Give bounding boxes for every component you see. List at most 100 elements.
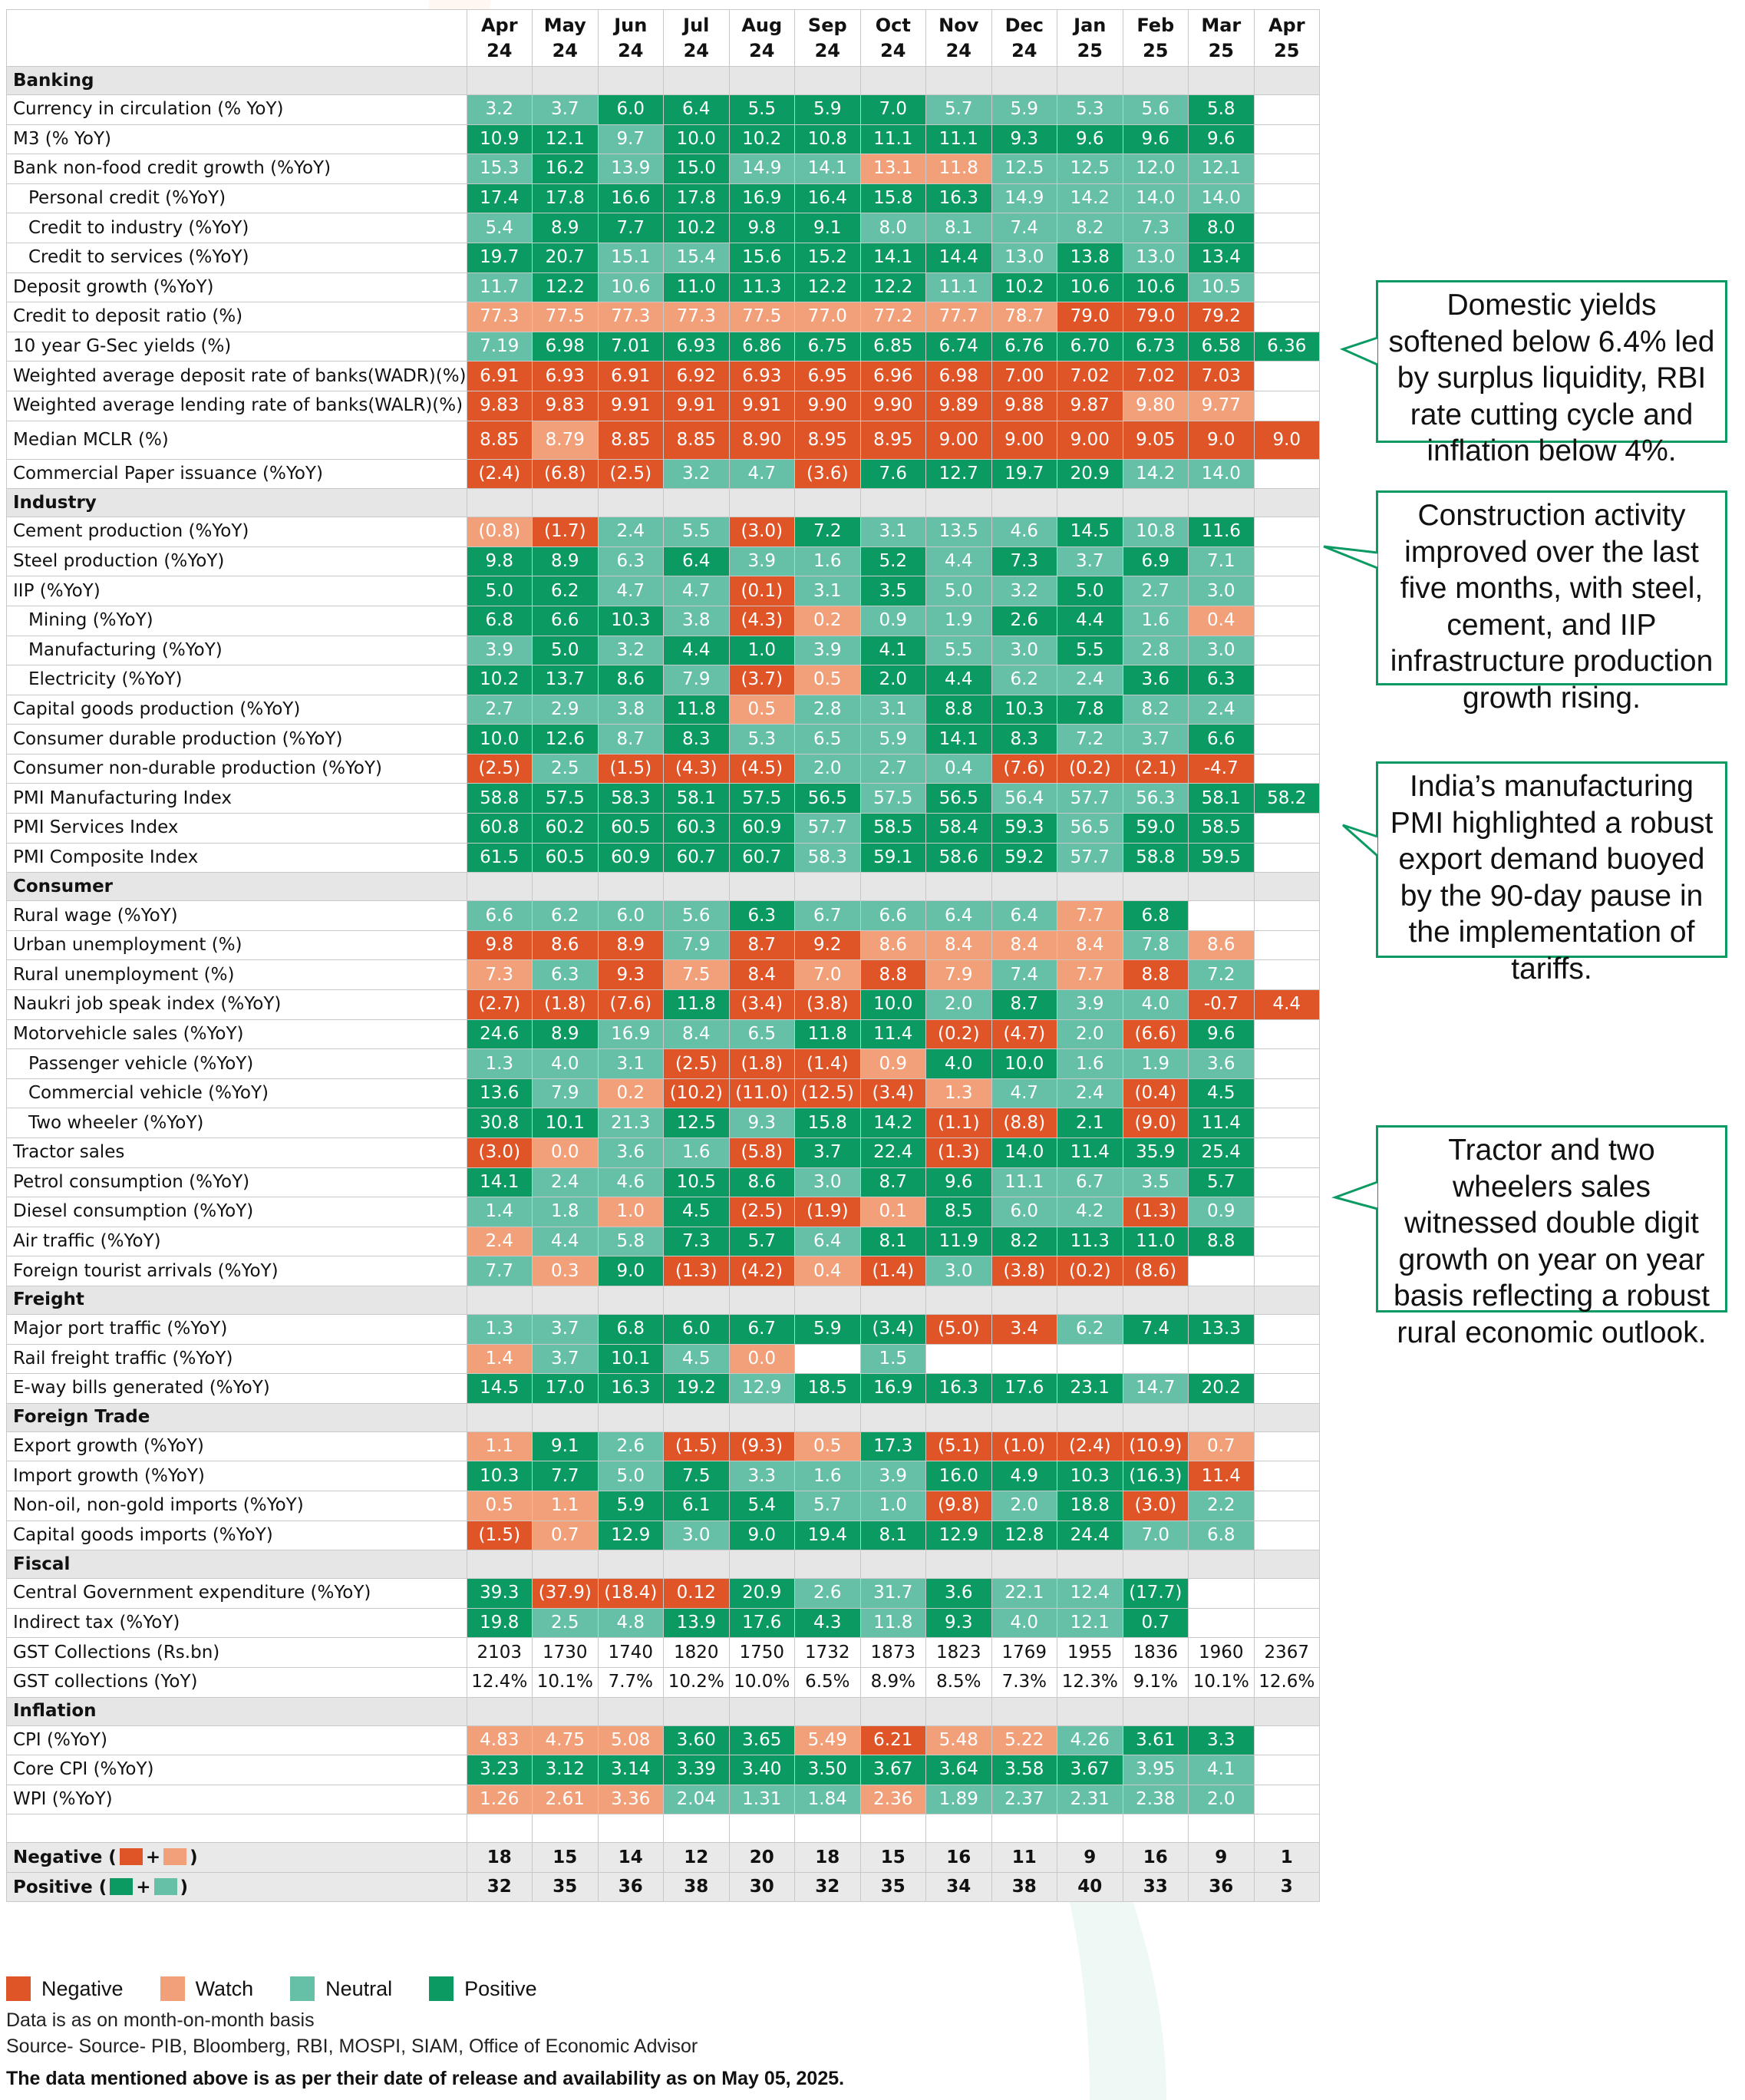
value-cell: 2.4 <box>597 517 665 547</box>
value-cell: 6.4 <box>794 1226 861 1257</box>
value-cell <box>1253 635 1321 666</box>
value-cell <box>1253 1578 1321 1609</box>
value-cell: 7.2 <box>1057 724 1123 754</box>
value-cell <box>1253 1313 1321 1345</box>
section-blank-cell <box>728 488 796 518</box>
value-cell: 7.02 <box>1057 361 1123 391</box>
value-cell: (1.0) <box>991 1431 1058 1462</box>
value-cell: 1955 <box>1057 1637 1123 1668</box>
spacer-cell <box>6 1814 467 1844</box>
section-blank-cell <box>532 488 599 518</box>
value-cell: 7.9 <box>532 1078 599 1109</box>
legend-item: Positive <box>429 1976 537 2001</box>
value-cell <box>1253 1520 1321 1551</box>
value-cell: 3.7 <box>532 1343 599 1375</box>
value-cell: 8.4 <box>925 929 992 961</box>
value-cell <box>1253 183 1321 214</box>
value-cell: 12.7 <box>925 458 992 490</box>
table-row: Deposit growth (%YoY) 11.7 12.2 10.6 11.0 11.… <box>6 272 1321 303</box>
legend-swatch <box>119 1848 143 1866</box>
legend-swatch <box>163 1848 187 1866</box>
value-cell <box>1253 1138 1321 1168</box>
value-cell: 7.9 <box>663 929 730 961</box>
negative-count-cell: 14 <box>597 1842 665 1873</box>
value-cell: 9.00 <box>1057 420 1123 460</box>
value-cell: 13.9 <box>597 154 665 184</box>
value-cell: 8.1 <box>859 1520 927 1551</box>
value-cell: 5.08 <box>597 1725 665 1756</box>
note-source: Source- Source- PIB, Bloomberg, RBI, MOS… <box>6 2036 698 2057</box>
value-cell: 58.8 <box>466 783 533 814</box>
row-label: Capital goods production (%YoY) <box>6 694 467 725</box>
value-cell: 13.9 <box>663 1607 730 1639</box>
section-title: Freight <box>6 1285 467 1315</box>
value-cell: 6.6 <box>466 900 533 931</box>
value-cell: 3.12 <box>532 1755 599 1785</box>
table-row: Median MCLR (%) 8.85 8.79 8.85 8.85 8.90 8.95 8… <box>6 420 1321 460</box>
value-cell: 0.7 <box>1122 1607 1189 1639</box>
value-cell: 9.0 <box>728 1520 796 1551</box>
value-cell: 7.03 <box>1188 361 1255 391</box>
value-cell: 7.0 <box>859 94 927 125</box>
value-cell: 5.0 <box>466 576 533 606</box>
value-cell: (1.7) <box>532 517 599 547</box>
row-label: 10 year G-Sec yields (%) <box>6 331 467 362</box>
value-cell: 6.0 <box>597 900 665 931</box>
row-label: Export growth (%YoY) <box>6 1431 467 1462</box>
value-cell: (3.4) <box>859 1313 927 1345</box>
value-cell: 3.3 <box>728 1461 796 1491</box>
value-cell: (3.6) <box>794 458 861 490</box>
value-cell: (1.4) <box>794 1048 861 1079</box>
value-cell: 7.4 <box>991 959 1058 991</box>
section-blank-cell <box>1253 872 1321 902</box>
value-cell: 8.4 <box>728 959 796 991</box>
value-cell: (2.7) <box>466 989 533 1020</box>
row-label: Steel production (%YoY) <box>6 546 467 577</box>
value-cell: 6.36 <box>1253 331 1321 362</box>
value-cell: (1.5) <box>597 753 665 784</box>
section-blank-cell <box>991 872 1058 902</box>
row-label: Foreign tourist arrivals (%YoY) <box>6 1256 467 1286</box>
value-cell: 6.8 <box>1188 1520 1255 1551</box>
value-cell: 3.5 <box>1122 1167 1189 1198</box>
value-cell: 0.4 <box>794 1256 861 1286</box>
value-cell: (1.4) <box>859 1256 927 1286</box>
value-cell: 58.3 <box>794 842 861 873</box>
section-blank-cell <box>466 66 533 95</box>
value-cell: 2.61 <box>532 1784 599 1815</box>
value-cell: 0.7 <box>532 1520 599 1551</box>
value-cell: 16.3 <box>925 183 992 214</box>
value-cell: 2.0 <box>794 753 861 784</box>
value-cell: 4.1 <box>1188 1755 1255 1785</box>
value-cell: 6.6 <box>532 605 599 636</box>
value-cell: 14.2 <box>859 1108 927 1138</box>
value-cell: 16.6 <box>597 183 665 214</box>
value-cell: (1.3) <box>1122 1197 1189 1227</box>
value-cell: 4.4 <box>532 1226 599 1257</box>
value-cell: 11.4 <box>859 1019 927 1050</box>
value-cell: 2.8 <box>1122 635 1189 666</box>
value-cell: 1.84 <box>794 1784 861 1815</box>
value-cell: 6.98 <box>925 361 992 391</box>
value-cell: 58.1 <box>663 783 730 814</box>
value-cell: 8.2 <box>991 1226 1058 1257</box>
value-cell: 5.0 <box>925 576 992 606</box>
value-cell: 9.83 <box>466 390 533 421</box>
value-cell: 5.9 <box>991 94 1058 125</box>
value-cell: 1.9 <box>925 605 992 636</box>
value-cell: 2.7 <box>859 753 927 784</box>
value-cell: 9.1 <box>532 1431 599 1462</box>
value-cell <box>1253 1431 1321 1462</box>
month-name: May <box>543 15 586 37</box>
value-cell: 13.0 <box>1122 242 1189 273</box>
value-cell: 6.4 <box>925 900 992 931</box>
section-header: Consumer <box>6 872 1321 902</box>
value-cell: 16.9 <box>597 1019 665 1050</box>
month-year: 24 <box>683 39 709 61</box>
value-cell: 8.9 <box>532 213 599 243</box>
value-cell: (9.3) <box>728 1431 796 1462</box>
value-cell: 59.2 <box>991 842 1058 873</box>
value-cell: 7.19 <box>466 331 533 362</box>
legend: Negative Watch Neutral Positive <box>6 1974 574 2003</box>
negative-count-cell: 15 <box>859 1842 927 1873</box>
